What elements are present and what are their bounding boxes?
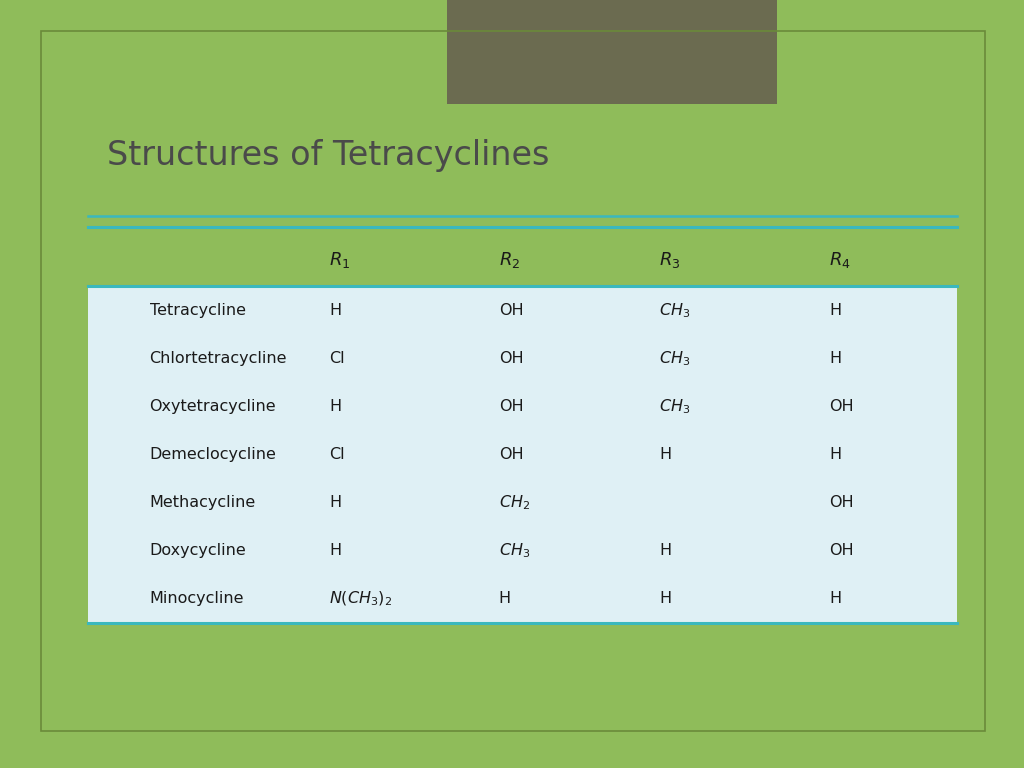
Text: H: H	[329, 399, 341, 414]
Text: $R_2$: $R_2$	[499, 250, 520, 270]
Text: $CH_3$: $CH_3$	[659, 349, 691, 368]
Text: Cl: Cl	[329, 351, 344, 366]
Text: H: H	[329, 303, 341, 318]
Text: OH: OH	[499, 399, 523, 414]
Text: OH: OH	[829, 495, 854, 510]
Text: Cl: Cl	[329, 447, 344, 462]
Text: Minocycline: Minocycline	[150, 591, 244, 606]
Text: $N(CH_3)_2$: $N(CH_3)_2$	[329, 589, 392, 607]
Text: OH: OH	[499, 351, 523, 366]
Text: OH: OH	[829, 543, 854, 558]
Text: OH: OH	[829, 399, 854, 414]
Text: H: H	[659, 447, 672, 462]
Text: H: H	[329, 495, 341, 510]
Text: Tetracycline: Tetracycline	[150, 303, 246, 318]
Text: H: H	[829, 351, 842, 366]
Text: Oxytetracycline: Oxytetracycline	[150, 399, 276, 414]
Text: OH: OH	[499, 303, 523, 318]
Text: $R_3$: $R_3$	[659, 250, 681, 270]
Text: Methacycline: Methacycline	[150, 495, 256, 510]
Text: H: H	[829, 303, 842, 318]
Text: $CH_3$: $CH_3$	[659, 301, 691, 319]
Text: H: H	[659, 543, 672, 558]
Text: $R_1$: $R_1$	[329, 250, 350, 270]
Text: Demeclocycline: Demeclocycline	[150, 447, 276, 462]
Bar	[446, 0, 777, 104]
Text: OH: OH	[499, 447, 523, 462]
Text: H: H	[829, 591, 842, 606]
Text: Doxycycline: Doxycycline	[150, 543, 247, 558]
Text: H: H	[329, 543, 341, 558]
Text: H: H	[829, 447, 842, 462]
Text: $CH_3$: $CH_3$	[499, 541, 530, 560]
Text: Structures of Tetracyclines: Structures of Tetracyclines	[108, 139, 550, 172]
Text: $CH_2$: $CH_2$	[499, 493, 530, 511]
Text: Chlortetracycline: Chlortetracycline	[150, 351, 287, 366]
Text: H: H	[659, 591, 672, 606]
Text: H: H	[499, 591, 511, 606]
Text: $CH_3$: $CH_3$	[659, 397, 691, 415]
Bar	[88, 286, 956, 623]
Text: $R_4$: $R_4$	[829, 250, 851, 270]
